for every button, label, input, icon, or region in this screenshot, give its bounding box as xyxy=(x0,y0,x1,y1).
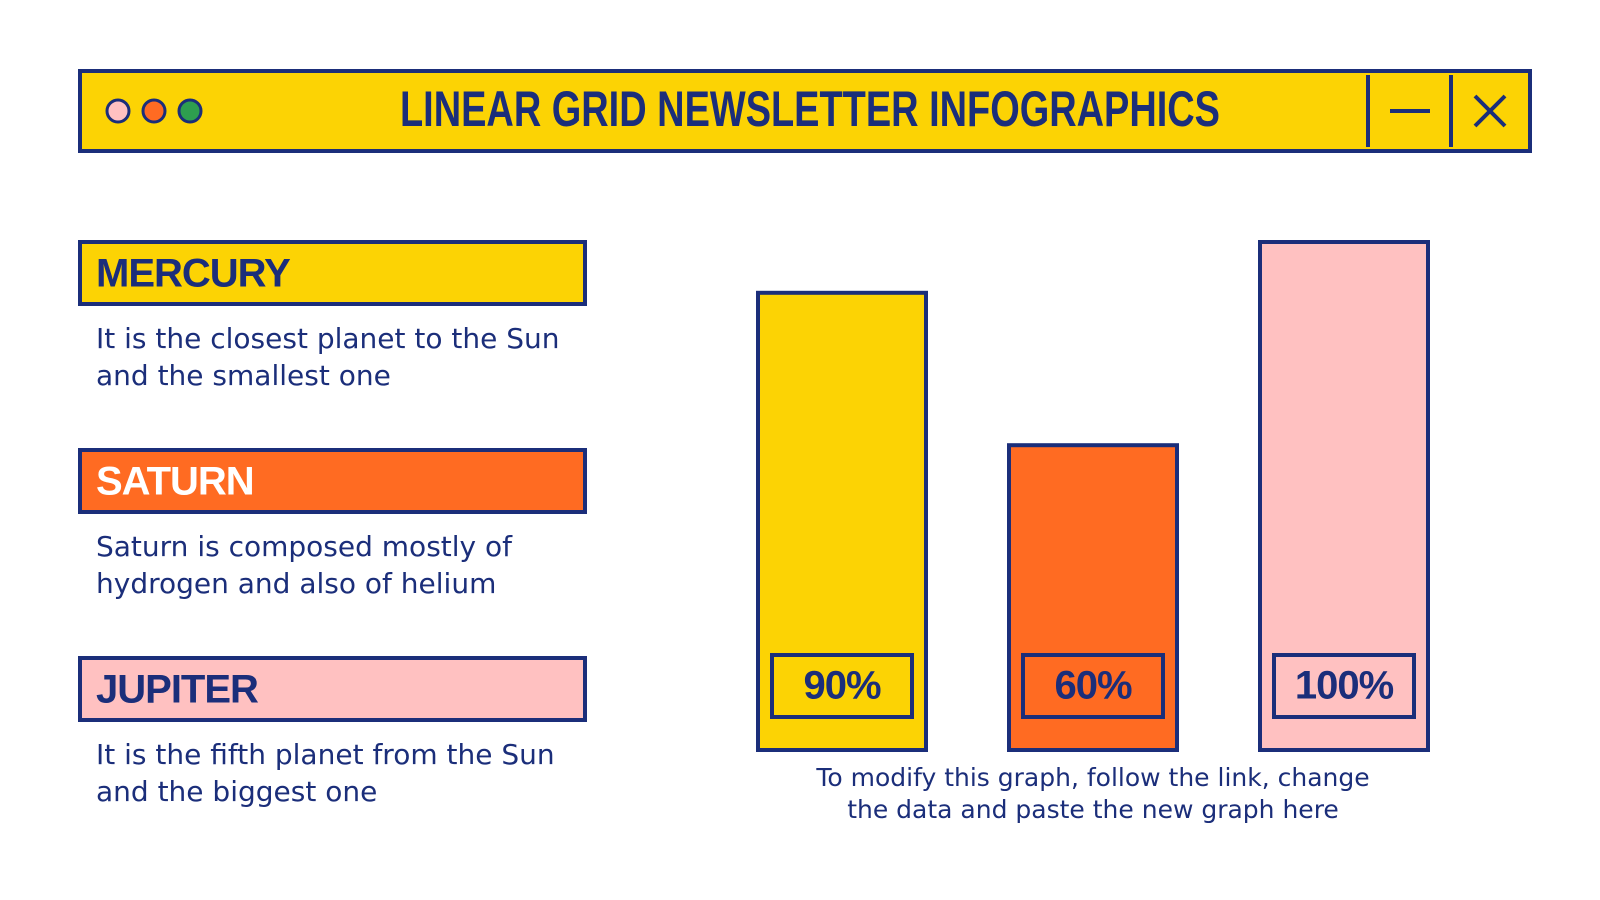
planet-name: JUPITER xyxy=(96,668,259,712)
planet-label-box xyxy=(78,240,587,306)
planet-description: Saturn is composed mostly of hydrogen an… xyxy=(96,530,512,600)
close-button[interactable] xyxy=(1473,94,1507,128)
bar xyxy=(756,290,928,752)
value-label: 100% xyxy=(1295,664,1394,708)
window-dot xyxy=(105,98,131,124)
value-label-box xyxy=(1021,653,1165,719)
bar xyxy=(1258,240,1430,752)
bar xyxy=(1007,443,1179,752)
planet-label-box xyxy=(78,656,587,722)
value-label: 60% xyxy=(1054,664,1131,708)
window-dot xyxy=(141,98,167,124)
planet-description: It is the fifth planet from the Sun and … xyxy=(96,738,555,808)
value-label-box xyxy=(1272,653,1416,719)
planet-name: MERCURY xyxy=(96,252,291,296)
chart-note: To modify this graph, follow the link, c… xyxy=(816,763,1370,824)
planet-description: It is the closest planet to the Sun and … xyxy=(96,322,560,392)
planet-label-box xyxy=(78,448,587,514)
value-label: 90% xyxy=(803,664,880,708)
page-title: LINEAR GRID NEWSLETTER INFOGRAPHICS xyxy=(400,81,1220,137)
title-bar xyxy=(78,69,1532,153)
value-label-box xyxy=(770,653,914,719)
window-dot xyxy=(177,98,203,124)
planet-name: SATURN xyxy=(96,460,254,504)
